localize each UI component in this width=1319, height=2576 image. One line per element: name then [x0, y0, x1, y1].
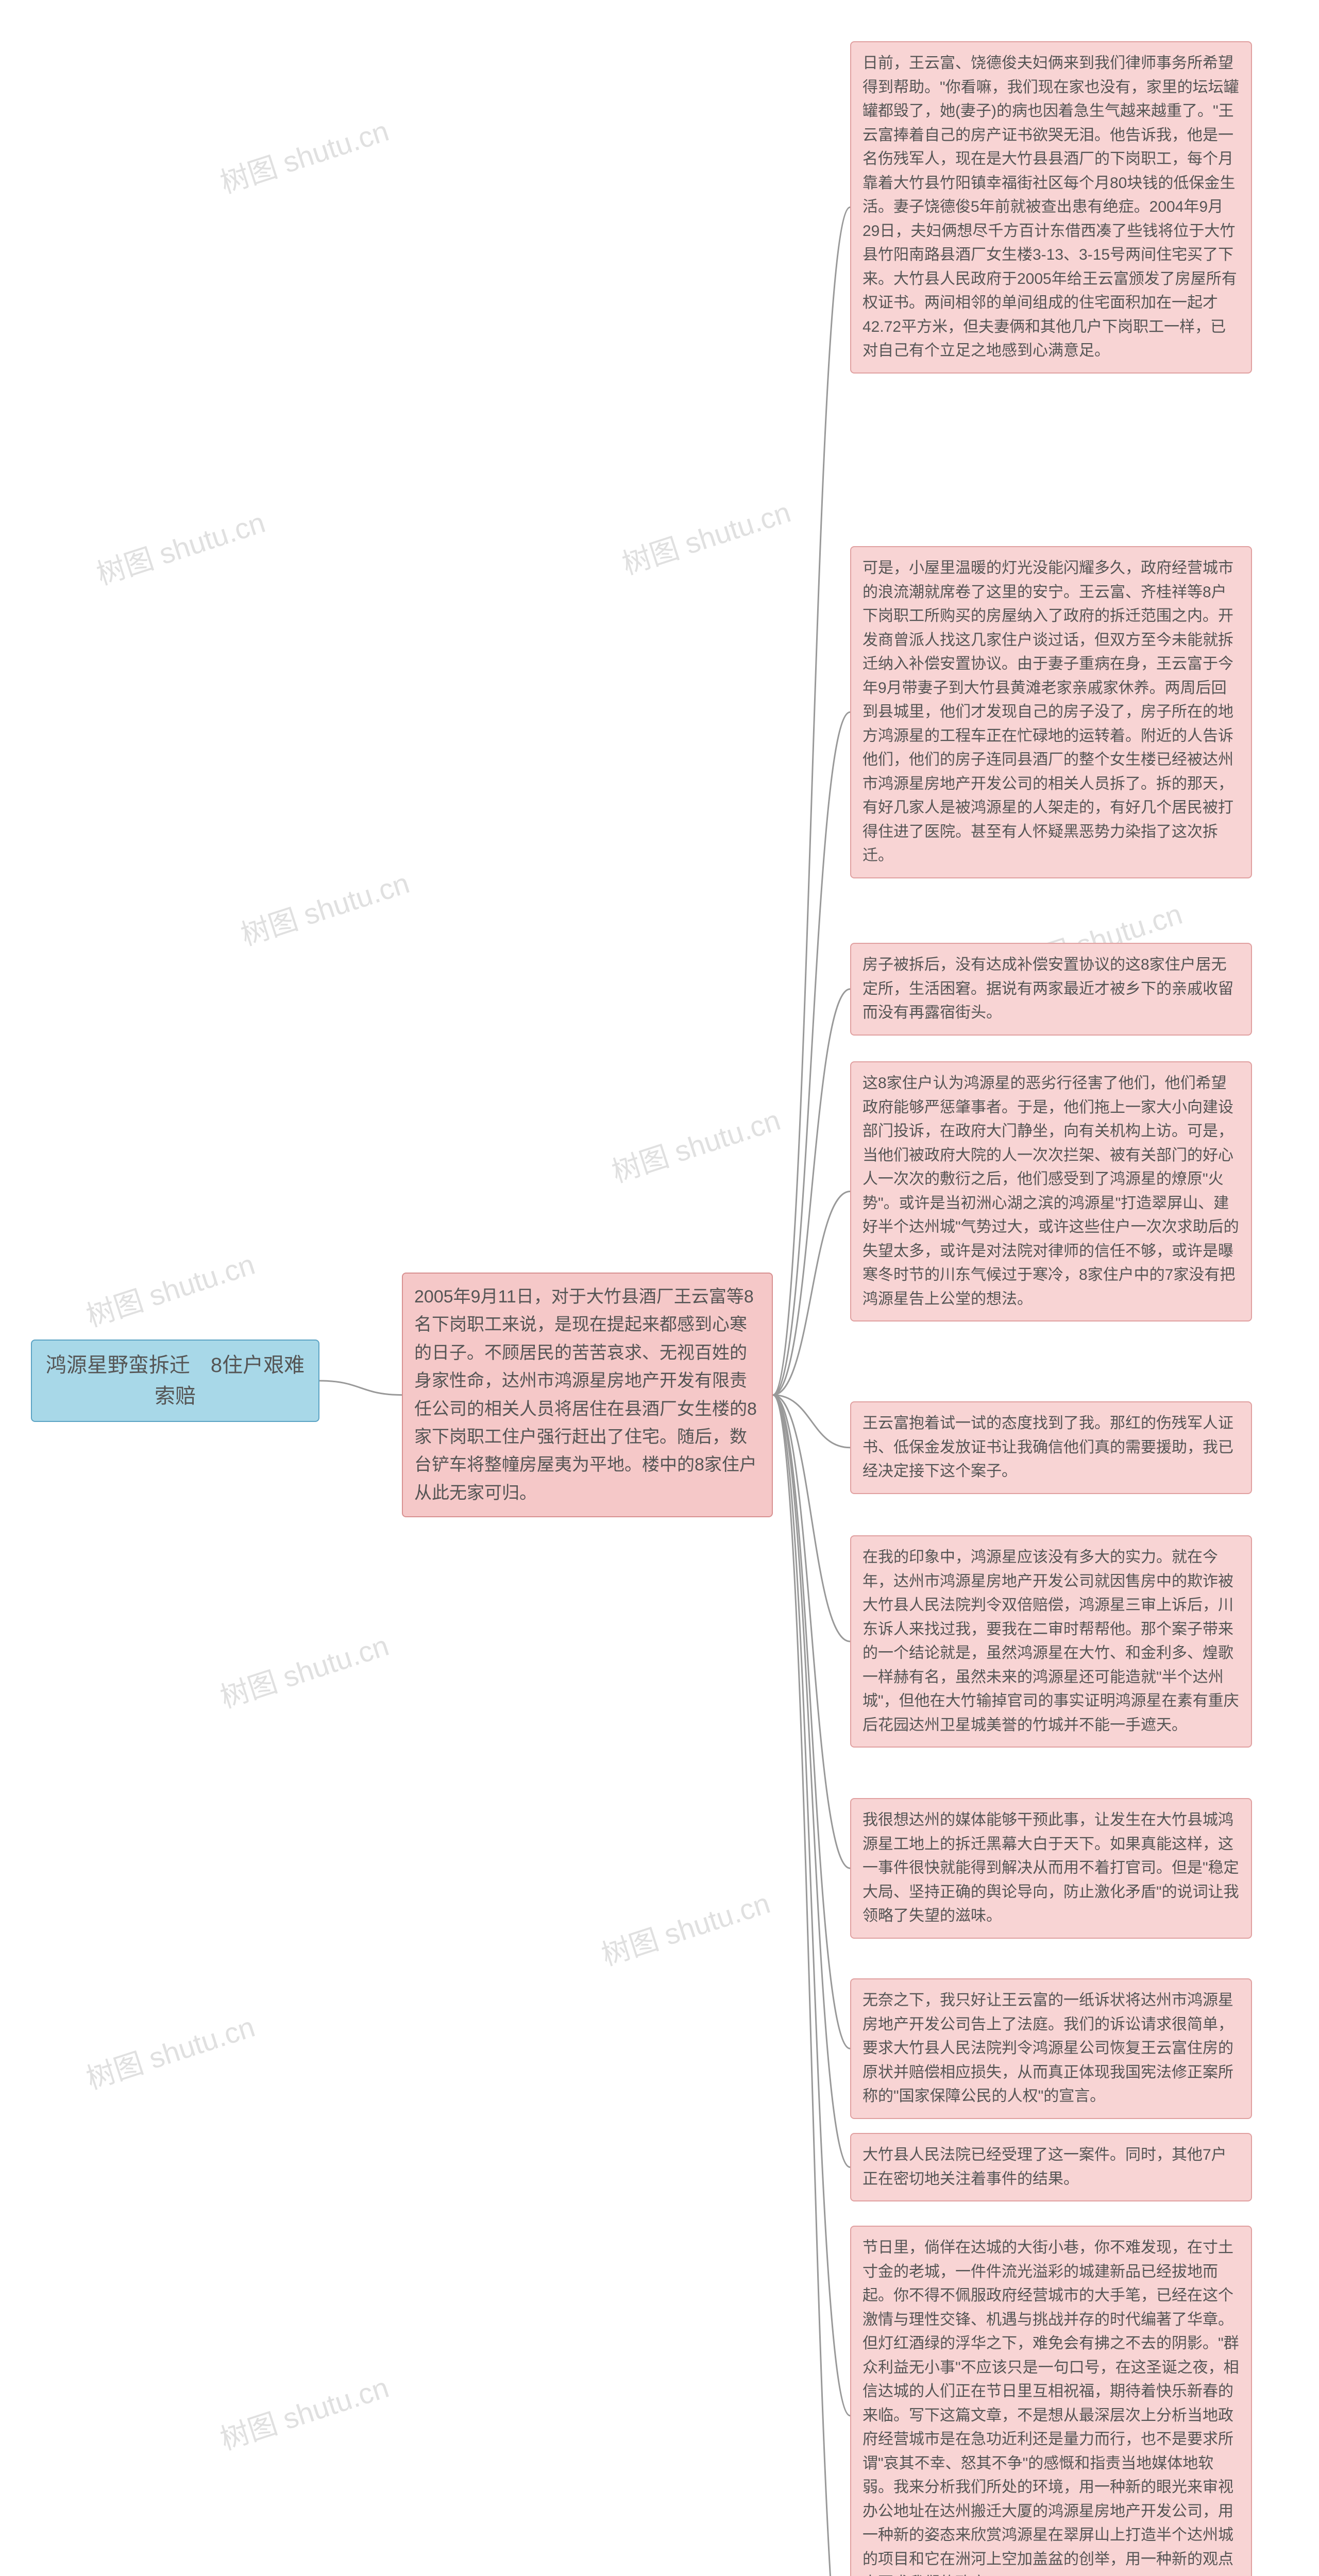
level2-node: 可是，小屋里温暖的灯光没能闪耀多久，政府经营城市的浪流潮就席卷了这里的安宁。王云…: [850, 546, 1252, 878]
level2-node: 在我的印象中，鸿源星应该没有多大的实力。就在今年，达州市鸿源星房地产开发公司就因…: [850, 1535, 1252, 1748]
level2-node: 大竹县人民法院已经受理了这一案件。同时，其他7户正在密切地关注着事件的结果。: [850, 2133, 1252, 2201]
root-node: 鸿源星野蛮拆迁 8住户艰难索赔: [31, 1340, 319, 1422]
level2-node: 这8家住户认为鸿源星的恶劣行径害了他们，他们希望政府能够严惩肇事者。于是，他们拖…: [850, 1061, 1252, 1321]
root-text: 鸿源星野蛮拆迁 8住户艰难索赔: [46, 1354, 305, 1408]
level2-node: 日前，王云富、饶德俊夫妇俩来到我们律师事务所希望得到帮助。"你看嘛，我们现在家也…: [850, 41, 1252, 374]
level1-node: 2005年9月11日，对于大竹县酒厂王云富等8名下岗职工来说，是现在提起来都感到…: [402, 1273, 773, 1517]
level2-text: 王云富抱着试一试的态度找到了我。那红的伤残军人证书、低保金发放证书让我确信他们真…: [863, 1415, 1233, 1480]
connector: [773, 1395, 850, 2576]
level2-node: 我很想达州的媒体能够干预此事，让发生在大竹县城鸿源星工地上的拆迁黑幕大白于天下。…: [850, 1798, 1252, 1939]
connector: [773, 1395, 850, 2416]
level2-node: 无奈之下，我只好让王云富的一纸诉状将达州市鸿源星房地产开发公司告上了法庭。我们的…: [850, 1978, 1252, 2119]
level2-node: 房子被拆后，没有达成补偿安置协议的这8家住户居无定所，生活困窘。据说有两家最近才…: [850, 943, 1252, 1036]
mindmap-canvas: 鸿源星野蛮拆迁 8住户艰难索赔 2005年9月11日，对于大竹县酒厂王云富等8名…: [0, 0, 1319, 2576]
level2-text: 房子被拆后，没有达成补偿安置协议的这8家住户居无定所，生活困窘。据说有两家最近才…: [863, 956, 1233, 1021]
level2-node: 节日里，倘佯在达城的大街小巷，你不难发现，在寸土寸金的老城，一件件流光溢彩的城建…: [850, 2226, 1252, 2576]
level2-node: 王云富抱着试一试的态度找到了我。那红的伤残军人证书、低保金发放证书让我确信他们真…: [850, 1401, 1252, 1494]
level2-text: 节日里，倘佯在达城的大街小巷，你不难发现，在寸土寸金的老城，一件件流光溢彩的城建…: [863, 2239, 1239, 2576]
level2-text: 大竹县人民法院已经受理了这一案件。同时，其他7户正在密切地关注着事件的结果。: [863, 2146, 1227, 2188]
connector: [773, 207, 850, 1395]
level2-text: 这8家住户认为鸿源星的恶劣行径害了他们，他们希望政府能够严惩肇事者。于是，他们拖…: [863, 1075, 1239, 1308]
connector: [773, 1395, 850, 2049]
connector: [319, 1381, 402, 1395]
level2-text: 在我的印象中，鸿源星应该没有多大的实力。就在今年，达州市鸿源星房地产开发公司就因…: [863, 1549, 1239, 1734]
level2-text: 日前，王云富、饶德俊夫妇俩来到我们律师事务所希望得到帮助。"你看嘛，我们现在家也…: [863, 55, 1239, 359]
level1-text: 2005年9月11日，对于大竹县酒厂王云富等8名下岗职工来说，是现在提起来都感到…: [414, 1287, 757, 1503]
connector: [773, 1192, 850, 1395]
level2-text: 无奈之下，我只好让王云富的一纸诉状将达州市鸿源星房地产开发公司告上了法庭。我们的…: [863, 1992, 1233, 2105]
level2-text: 我很想达州的媒体能够干预此事，让发生在大竹县城鸿源星工地上的拆迁黑幕大白于天下。…: [863, 1811, 1239, 1924]
level2-text: 可是，小屋里温暖的灯光没能闪耀多久，政府经营城市的浪流潮就席卷了这里的安宁。王云…: [863, 560, 1233, 864]
